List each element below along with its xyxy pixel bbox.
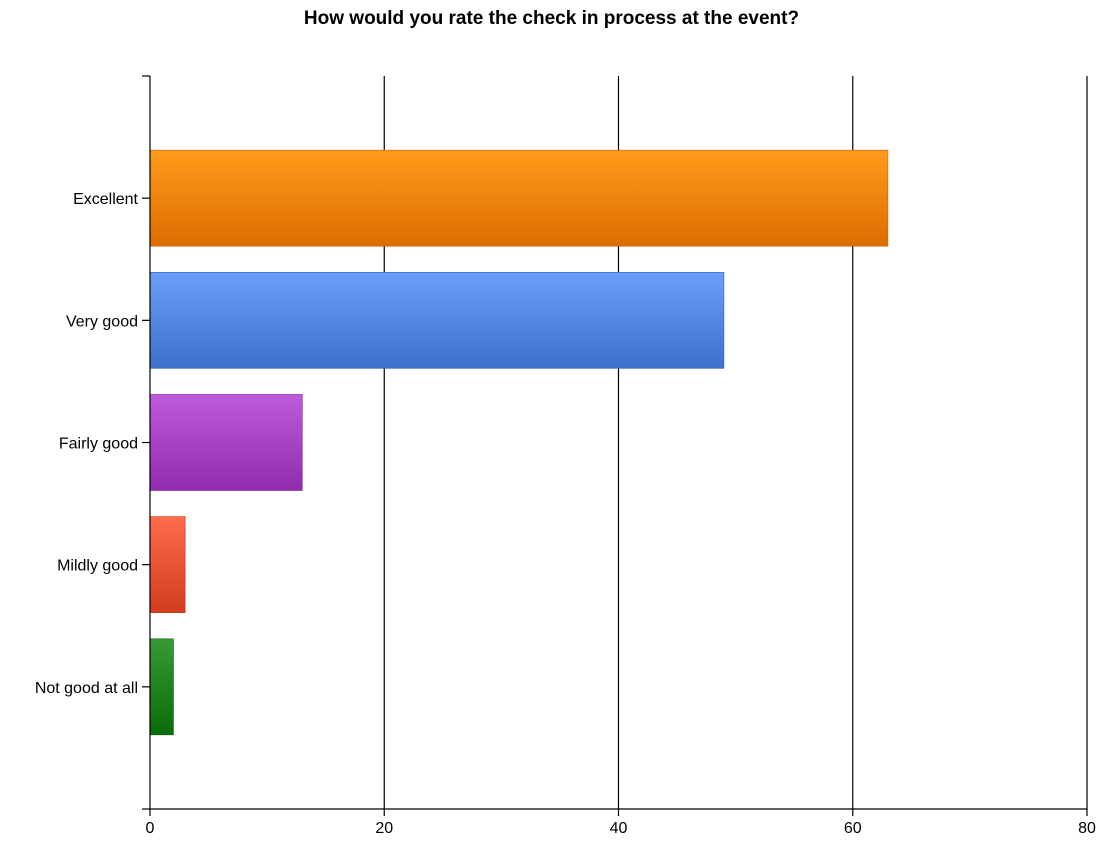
x-tick-label: 80 (1078, 820, 1096, 837)
bar-not-good-at-all (149, 638, 174, 736)
category-label: Mildly good (57, 558, 138, 575)
bar-very-good (149, 272, 725, 369)
x-tick-label: 0 (146, 820, 155, 837)
bar-mildly-good (149, 516, 186, 613)
bar-fairly-good (149, 394, 303, 491)
category-label: Excellent (73, 191, 138, 208)
x-tick-label: 40 (610, 820, 628, 837)
chart-title: How would you rate the check in process … (303, 8, 800, 29)
category-label: Fairly good (59, 436, 138, 453)
category-label: Very good (66, 313, 138, 330)
category-label: Not good at all (35, 680, 138, 697)
x-tick-label: 60 (844, 820, 862, 837)
bar-excellent (149, 149, 889, 247)
x-tick-label: 20 (375, 820, 393, 837)
